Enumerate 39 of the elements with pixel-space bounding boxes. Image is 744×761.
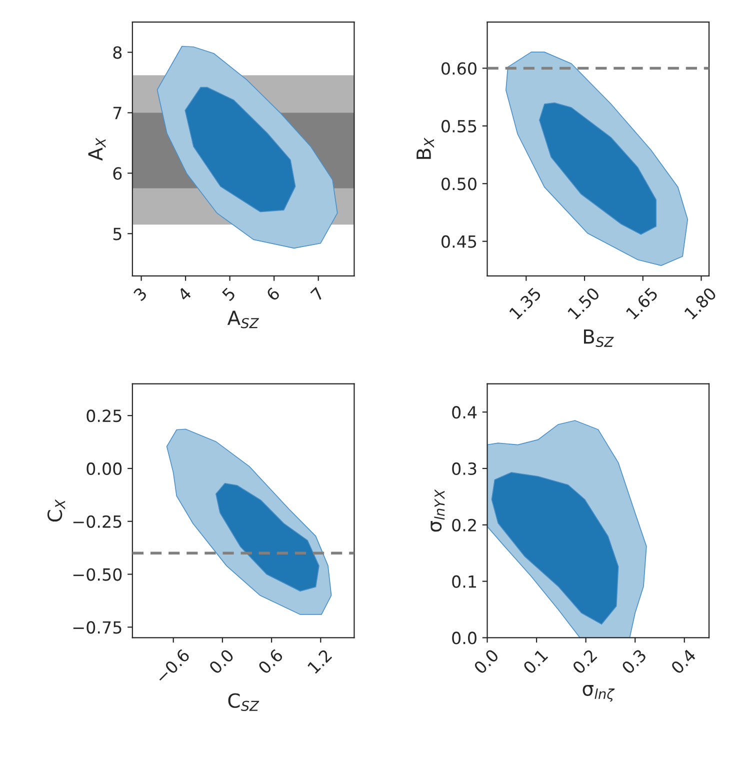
x-axis-title: σ$_{lnζ}$	[582, 685, 615, 702]
y-axis-title: B$_{X}$	[416, 138, 434, 159]
y-tick-label: 0.60	[442, 62, 476, 75]
y-tick-label: 7	[113, 106, 122, 120]
y-tick-label: −0.50	[73, 568, 122, 581]
x-axis-title: B$_{SZ}$	[584, 329, 614, 348]
x-tick-label: 0.4	[670, 648, 697, 675]
x-tick-label: 7	[310, 287, 324, 302]
x-tick-label: 0.0	[473, 648, 500, 675]
x-tick-label: 0.0	[208, 648, 234, 675]
y-tick-label: 0.45	[442, 235, 476, 248]
x-axis-title: A$_{SZ}$	[227, 310, 259, 328]
y-tick-label: 0.2	[452, 518, 476, 532]
y-axis-title: C$_{X}$	[47, 499, 66, 522]
y-tick-label: 0.0	[452, 632, 476, 644]
y-tick-label: −0.25	[73, 515, 122, 528]
y-tick-label: 0.1	[452, 575, 476, 588]
y-axis-title: σ$_{lnYX}$	[430, 489, 445, 532]
x-tick-label: 1.2	[307, 648, 332, 674]
x-tick-label: 0.2	[572, 648, 598, 675]
x-tick-label: 0.6	[257, 648, 284, 675]
y-tick-label: 0.3	[452, 462, 476, 476]
x-tick-label: 0.3	[621, 648, 647, 675]
y-tick-label: −0.75	[73, 621, 122, 634]
y-tick-label: 8	[113, 46, 122, 59]
y-tick-label: 0.50	[442, 178, 476, 190]
y-tick-label: 0.4	[452, 406, 477, 419]
y-axis-title: A$_{X}$	[88, 138, 106, 161]
y-tick-label: 0.55	[442, 120, 476, 132]
y-tick-label: 0.25	[86, 410, 122, 422]
x-tick-label: 4	[177, 286, 192, 302]
y-tick-label: 5	[113, 228, 122, 240]
x-axis-title: C$_{SZ}$	[228, 693, 260, 712]
x-tick-label: 5	[222, 287, 236, 302]
x-tick-label: 3	[132, 286, 148, 302]
y-tick-label: 0.00	[86, 462, 122, 476]
y-tick-label: 6	[113, 167, 122, 180]
x-tick-label: 0.1	[522, 648, 548, 675]
x-tick-label: 6	[266, 286, 281, 302]
